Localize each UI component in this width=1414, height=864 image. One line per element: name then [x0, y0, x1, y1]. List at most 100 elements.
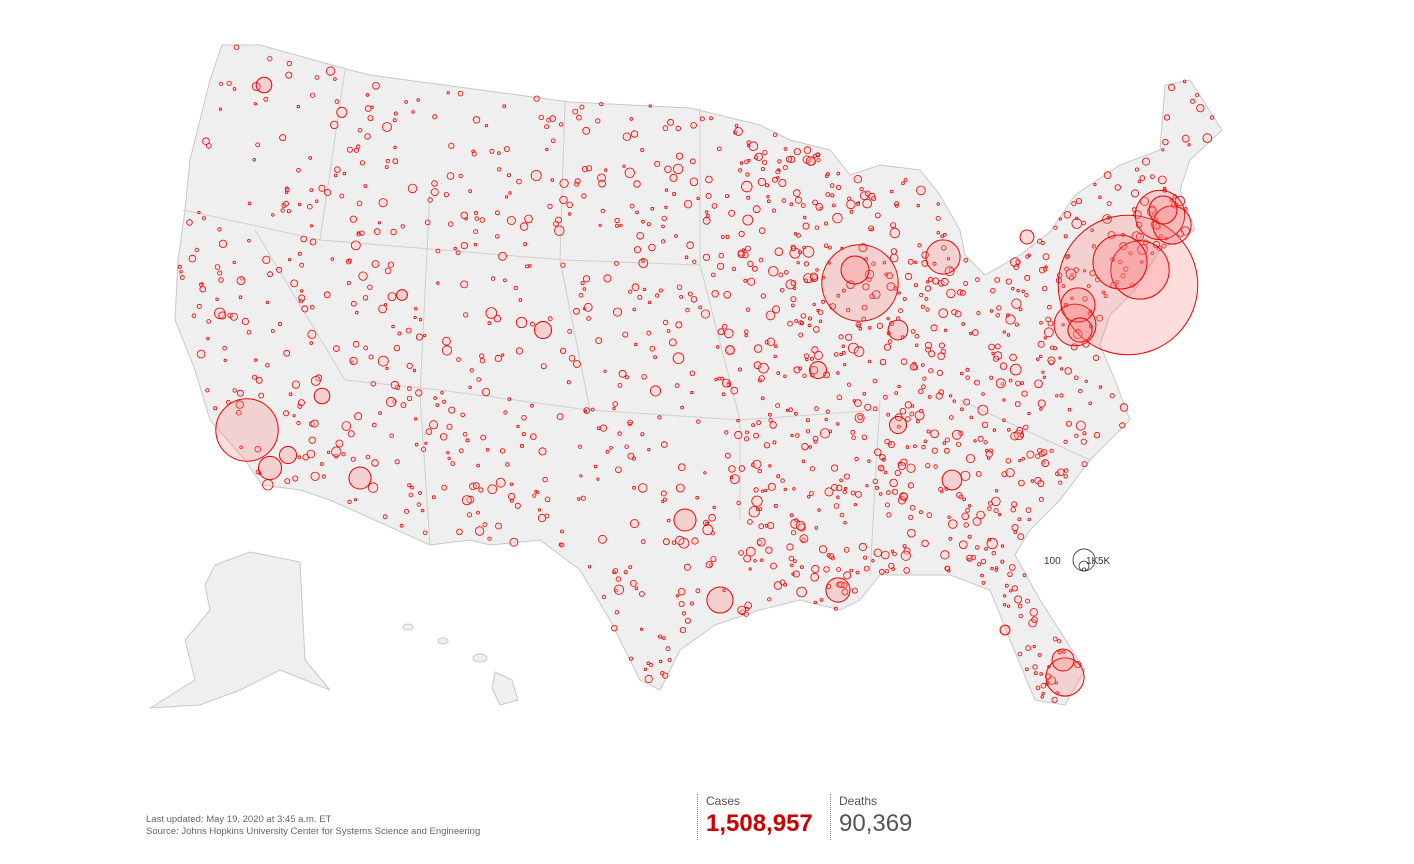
county-dot [833, 606, 838, 611]
county-dot [241, 317, 249, 326]
county-dot [468, 385, 472, 389]
county-dot [263, 96, 269, 102]
county-dot [662, 497, 667, 502]
county-dot [672, 191, 677, 196]
county-dot [999, 362, 1008, 370]
county-dot [1039, 672, 1043, 676]
county-dot [1075, 420, 1086, 431]
county-dot [1086, 284, 1091, 288]
county-dot [197, 210, 201, 215]
county-dot [428, 420, 438, 430]
county-dot [675, 152, 684, 160]
county-dot [415, 333, 423, 341]
county-dot [1002, 398, 1006, 402]
county-dot [857, 324, 861, 328]
county-dot [764, 523, 769, 528]
county-dot [862, 283, 870, 291]
county-dot [309, 238, 317, 246]
county-dot [736, 500, 741, 506]
county-dot [803, 261, 810, 267]
county-dot [1070, 296, 1074, 300]
county-dot [253, 358, 258, 362]
county-dot [674, 383, 680, 388]
county-dot [1084, 379, 1088, 383]
county-dot [675, 483, 685, 493]
county-dot [836, 484, 843, 492]
deaths-stat: Deaths 90,369 [830, 794, 912, 840]
county-dot [283, 349, 291, 357]
county-dot [664, 205, 668, 209]
county-dot [1037, 480, 1045, 488]
county-dot [748, 141, 759, 152]
county-dot [809, 466, 816, 472]
county-dot [1035, 453, 1041, 459]
county-dot [590, 407, 595, 412]
county-dot [559, 195, 568, 205]
county-dot [540, 363, 547, 370]
county-dot [262, 479, 274, 491]
county-dot [775, 169, 781, 175]
county-dot [722, 588, 726, 593]
county-dot [948, 519, 958, 529]
county-dot [936, 202, 940, 206]
county-dot [877, 464, 885, 472]
county-dot [969, 331, 973, 336]
county-dot [1060, 367, 1064, 371]
county-dot [518, 298, 523, 302]
county-dot [538, 114, 544, 121]
county-dot [533, 95, 540, 102]
county-dot [186, 219, 193, 226]
county-dot [416, 502, 421, 507]
case-bubble [1152, 205, 1192, 245]
county-dot [813, 600, 817, 605]
county-dot [763, 442, 771, 449]
county-dot [446, 172, 455, 180]
county-dot [805, 418, 810, 423]
county-dot [963, 398, 970, 406]
county-dot [753, 432, 759, 439]
county-dot [333, 345, 340, 352]
county-dot [309, 341, 314, 345]
county-dot [497, 167, 502, 172]
county-dot [306, 203, 313, 210]
county-dot [747, 260, 754, 267]
county-dot [1004, 583, 1009, 588]
county-dot [760, 293, 766, 299]
county-dot [873, 548, 882, 557]
county-dot [993, 508, 999, 514]
county-dot [648, 104, 652, 108]
county-dot [406, 362, 413, 369]
county-dot [576, 114, 582, 121]
county-dot [404, 508, 410, 514]
county-dot [766, 337, 776, 346]
county-dot [367, 482, 379, 493]
county-dot [480, 434, 487, 441]
county-dot [790, 563, 794, 567]
county-dot [318, 184, 326, 192]
county-dot [283, 200, 289, 207]
county-dot [568, 212, 572, 216]
county-dot [236, 276, 246, 286]
county-dot [319, 462, 324, 466]
county-dot [378, 198, 388, 208]
hawaii [402, 623, 519, 706]
county-dot [872, 478, 878, 485]
county-dot [1024, 274, 1031, 281]
county-dot [921, 384, 926, 390]
county-dot [1194, 93, 1200, 98]
county-dot [308, 436, 316, 444]
county-dot [599, 102, 604, 107]
county-dot [1190, 98, 1196, 104]
county-dot [905, 445, 910, 449]
county-dot [1017, 533, 1025, 540]
county-dot [372, 82, 380, 90]
county-dot [705, 521, 709, 526]
county-dot [202, 137, 210, 146]
county-dot [505, 462, 510, 467]
county-dot [991, 496, 1001, 507]
county-dot [731, 266, 737, 272]
county-dot [991, 351, 995, 356]
county-dot [892, 551, 897, 557]
county-dot [695, 495, 699, 500]
county-dot [790, 246, 797, 252]
